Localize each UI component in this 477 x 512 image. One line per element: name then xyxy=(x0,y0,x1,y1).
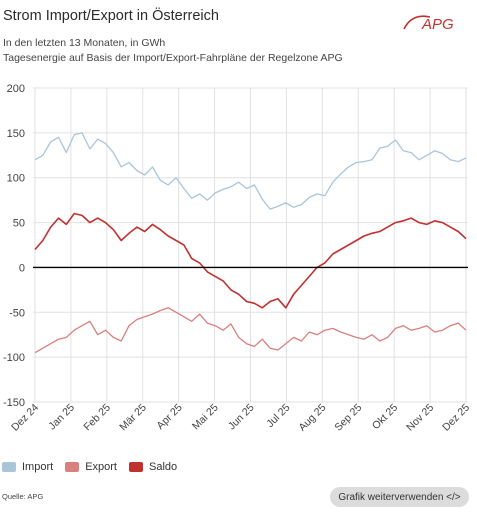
y-tick-label: 100 xyxy=(7,173,25,185)
legend-item-saldo[interactable]: Saldo xyxy=(128,461,178,473)
x-tick-label: Jul 25 xyxy=(264,402,292,430)
x-tick-label: Nov 25 xyxy=(404,402,436,434)
x-tick-label: Mär 25 xyxy=(117,402,149,434)
apg-logo-text: APG xyxy=(421,16,454,33)
chart-legend: Import Export Saldo xyxy=(0,459,189,475)
chart-subtitle-description: Tagesenergie auf Basis der Import/Export… xyxy=(3,52,343,64)
series-line-export xyxy=(34,307,467,354)
chart-subtitle-unit: In den letzten 13 Monaten, in GWh xyxy=(3,37,166,49)
legend-item-export[interactable]: Export xyxy=(65,461,117,473)
x-tick-label: Apr 25 xyxy=(154,402,184,432)
x-axis: Dez 24 Jan 25 Feb 25 Mär 25 Apr 25 Mai 25 Jun … xyxy=(9,402,472,434)
series-layer xyxy=(33,132,468,354)
series-line-saldo xyxy=(34,212,467,309)
legend-swatch-saldo xyxy=(128,462,143,472)
source-note: Quelle: APG xyxy=(2,492,44,501)
y-tick-label: 200 xyxy=(7,83,25,95)
x-tick-label: Jan 25 xyxy=(46,402,77,433)
legend-label-import: Import xyxy=(22,461,54,473)
x-tick-label: Dez 25 xyxy=(440,402,472,434)
apg-logo: APG xyxy=(403,15,454,33)
x-tick-label: Okt 25 xyxy=(370,402,400,432)
legend-item-import[interactable]: Import xyxy=(2,461,53,473)
y-tick-label: -100 xyxy=(3,352,25,364)
y-tick-label: -150 xyxy=(3,397,25,409)
y-axis: -150 -100 -50 0 50 100 150 200 xyxy=(3,83,25,409)
y-tick-label: 50 xyxy=(13,218,25,230)
x-tick-label: Feb 25 xyxy=(81,402,113,434)
grid-layer xyxy=(33,87,468,403)
chart-title: Strom Import/Export in Österreich xyxy=(3,8,219,24)
reuse-graphic-button[interactable]: Grafik weiterverwenden </> xyxy=(330,487,469,507)
legend-label-saldo: Saldo xyxy=(148,461,178,473)
line-chart: -150 -100 -50 0 50 100 150 200 Dez 24 Jan 25 Feb … xyxy=(3,83,472,434)
x-tick-label: Jun 25 xyxy=(226,402,257,433)
legend-label-export: Export xyxy=(85,461,117,473)
series-line-import xyxy=(34,132,467,210)
legend-swatch-import xyxy=(2,462,16,472)
y-tick-label: 0 xyxy=(19,262,25,274)
x-tick-label: Sep 25 xyxy=(332,402,364,434)
legend-swatch-export xyxy=(65,462,80,472)
y-tick-label: -50 xyxy=(9,307,25,319)
y-tick-label: 150 xyxy=(7,128,25,140)
x-tick-label: Mai 25 xyxy=(190,402,221,433)
x-tick-label: Aug 25 xyxy=(296,402,328,434)
